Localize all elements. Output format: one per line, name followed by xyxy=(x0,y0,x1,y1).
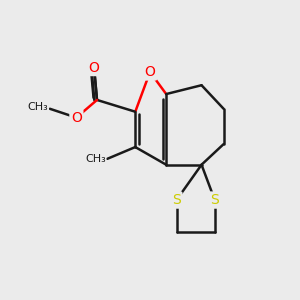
Text: S: S xyxy=(210,193,219,207)
Text: O: O xyxy=(71,111,82,124)
Text: S: S xyxy=(172,193,181,207)
Text: CH₃: CH₃ xyxy=(28,102,48,112)
Text: CH₃: CH₃ xyxy=(85,154,106,164)
Text: O: O xyxy=(88,61,100,75)
Text: O: O xyxy=(145,65,155,79)
